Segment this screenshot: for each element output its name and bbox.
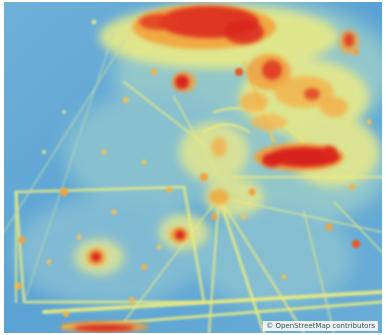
heatmap-view[interactable]: © OpenStreetMap contributors [4,2,382,333]
heatmap-canvas [4,2,382,333]
scattered-points [14,19,372,317]
hotspot-peaks [74,6,354,332]
map-attribution[interactable]: © OpenStreetMap contributors [263,321,378,331]
